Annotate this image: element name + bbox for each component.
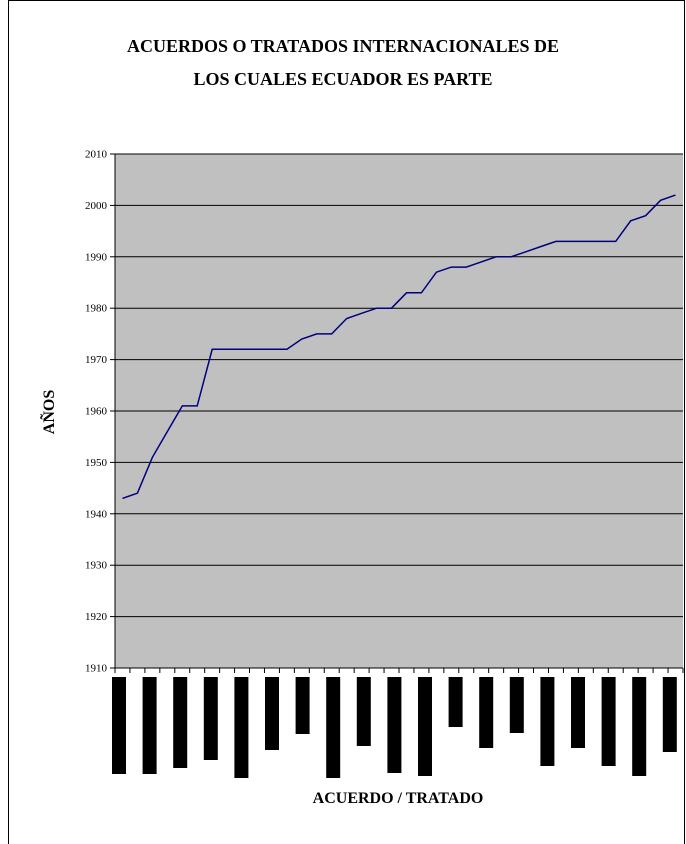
x-category-label-redaction — [387, 677, 402, 773]
y-tick-label: 1940 — [85, 508, 108, 520]
y-tick-label: 1910 — [85, 663, 108, 675]
x-category-label-redaction — [112, 677, 126, 774]
y-tick-label: 2010 — [85, 149, 108, 161]
x-axis-label: ACUERDO / TRATADO — [312, 790, 484, 807]
y-tick-label: 1960 — [85, 406, 108, 418]
x-category-label-redaction — [479, 677, 494, 748]
y-tick-label: 1980 — [85, 303, 108, 315]
x-category-label-redaction — [142, 677, 157, 774]
x-category-label-redaction — [448, 677, 463, 727]
series-line — [122, 194, 676, 500]
x-category-label-redaction — [203, 677, 218, 760]
chart-frame — [8, 0, 685, 844]
x-category-label-redaction — [632, 677, 647, 776]
x-category-label-redaction — [295, 677, 310, 734]
y-tick-label: 1970 — [85, 354, 108, 366]
y-tick-label: 1920 — [85, 611, 108, 623]
x-category-label-redaction — [173, 677, 188, 768]
chart-title-line-2: LOS CUALES ECUADOR ES PARTE — [193, 69, 493, 89]
x-category-label-redaction — [540, 677, 555, 766]
x-category-label-redaction — [265, 677, 279, 750]
x-category-label-redaction — [662, 677, 677, 752]
y-tick-label: 1990 — [85, 251, 108, 263]
y-tick-label: 1950 — [85, 457, 108, 469]
x-category-label-redaction — [509, 677, 524, 733]
x-category-label-redaction — [326, 677, 341, 778]
x-category-label-redaction — [356, 677, 371, 746]
x-category-label-redaction — [234, 677, 249, 778]
x-category-label-redaction — [571, 677, 585, 748]
y-tick-label: 2000 — [85, 200, 108, 212]
x-category-label-redaction — [418, 677, 432, 776]
chart-title-line-1: ACUERDOS O TRATADOS INTERNACIONALES DE — [126, 36, 560, 56]
x-category-label-redaction — [601, 677, 616, 766]
y-tick-label: 1930 — [85, 560, 108, 572]
